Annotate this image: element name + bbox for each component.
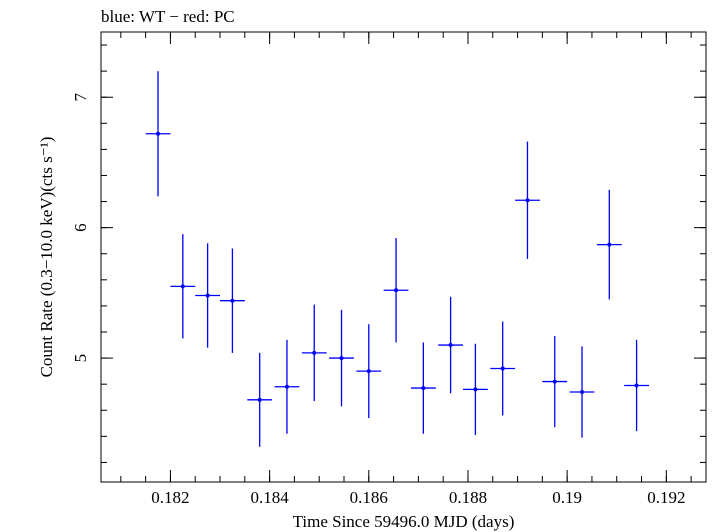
data-point	[596, 189, 622, 300]
point-marker	[284, 384, 289, 389]
x-tick-label: 0.192	[647, 488, 685, 507]
plot-frame	[100, 31, 707, 483]
y-tick-label: 6	[71, 223, 90, 232]
data-point	[145, 71, 171, 197]
chart-title: blue: WT − red: PC	[101, 7, 235, 26]
y-axis-title: Count Rate (0.3−10.0 keV)(cts s⁻¹)	[37, 137, 56, 378]
x-tick-label: 0.188	[449, 488, 487, 507]
x-tick-label: 0.19	[552, 488, 582, 507]
point-marker	[552, 379, 557, 384]
point-marker	[394, 288, 399, 293]
data-point	[356, 324, 382, 419]
y-tick-label: 5	[71, 354, 90, 363]
point-marker	[525, 198, 530, 203]
point-marker	[607, 242, 612, 247]
data-point	[274, 339, 300, 434]
data-point	[329, 309, 354, 407]
data-point	[383, 238, 409, 343]
x-tick-label: 0.186	[350, 488, 388, 507]
data-point	[438, 296, 464, 394]
point-marker	[473, 387, 478, 392]
x-tick-label: 0.184	[250, 488, 289, 507]
data-point	[624, 339, 649, 432]
point-marker	[156, 131, 161, 136]
point-marker	[180, 284, 185, 289]
axis-ticks	[101, 32, 706, 482]
axis-tick-labels: 0.182 0.184 0.186 0.188 0.19 0.192 5 6 7	[71, 92, 685, 507]
data-point	[247, 352, 273, 447]
x-tick-label: 0.182	[151, 488, 189, 507]
point-marker	[421, 386, 426, 391]
data-point	[195, 243, 221, 348]
point-marker	[257, 397, 262, 402]
data-point	[490, 321, 516, 416]
point-marker	[339, 356, 344, 361]
point-marker	[312, 350, 317, 355]
point-marker	[580, 390, 585, 394]
data-point	[301, 304, 327, 402]
point-marker	[634, 383, 639, 388]
data-point	[463, 343, 488, 436]
x-axis-title: Time Since 59496.0 MJD (days)	[293, 512, 515, 531]
point-marker	[230, 298, 235, 303]
point-marker	[205, 293, 210, 298]
point-marker	[500, 366, 505, 371]
data-point	[220, 248, 245, 353]
data-point	[410, 342, 436, 434]
data-point	[170, 234, 196, 339]
data-point	[569, 346, 595, 438]
data-point	[542, 335, 568, 428]
data-point	[515, 141, 540, 259]
y-tick-label: 7	[71, 92, 90, 101]
point-marker	[366, 369, 371, 374]
point-marker	[448, 343, 453, 348]
data-points	[145, 71, 649, 447]
